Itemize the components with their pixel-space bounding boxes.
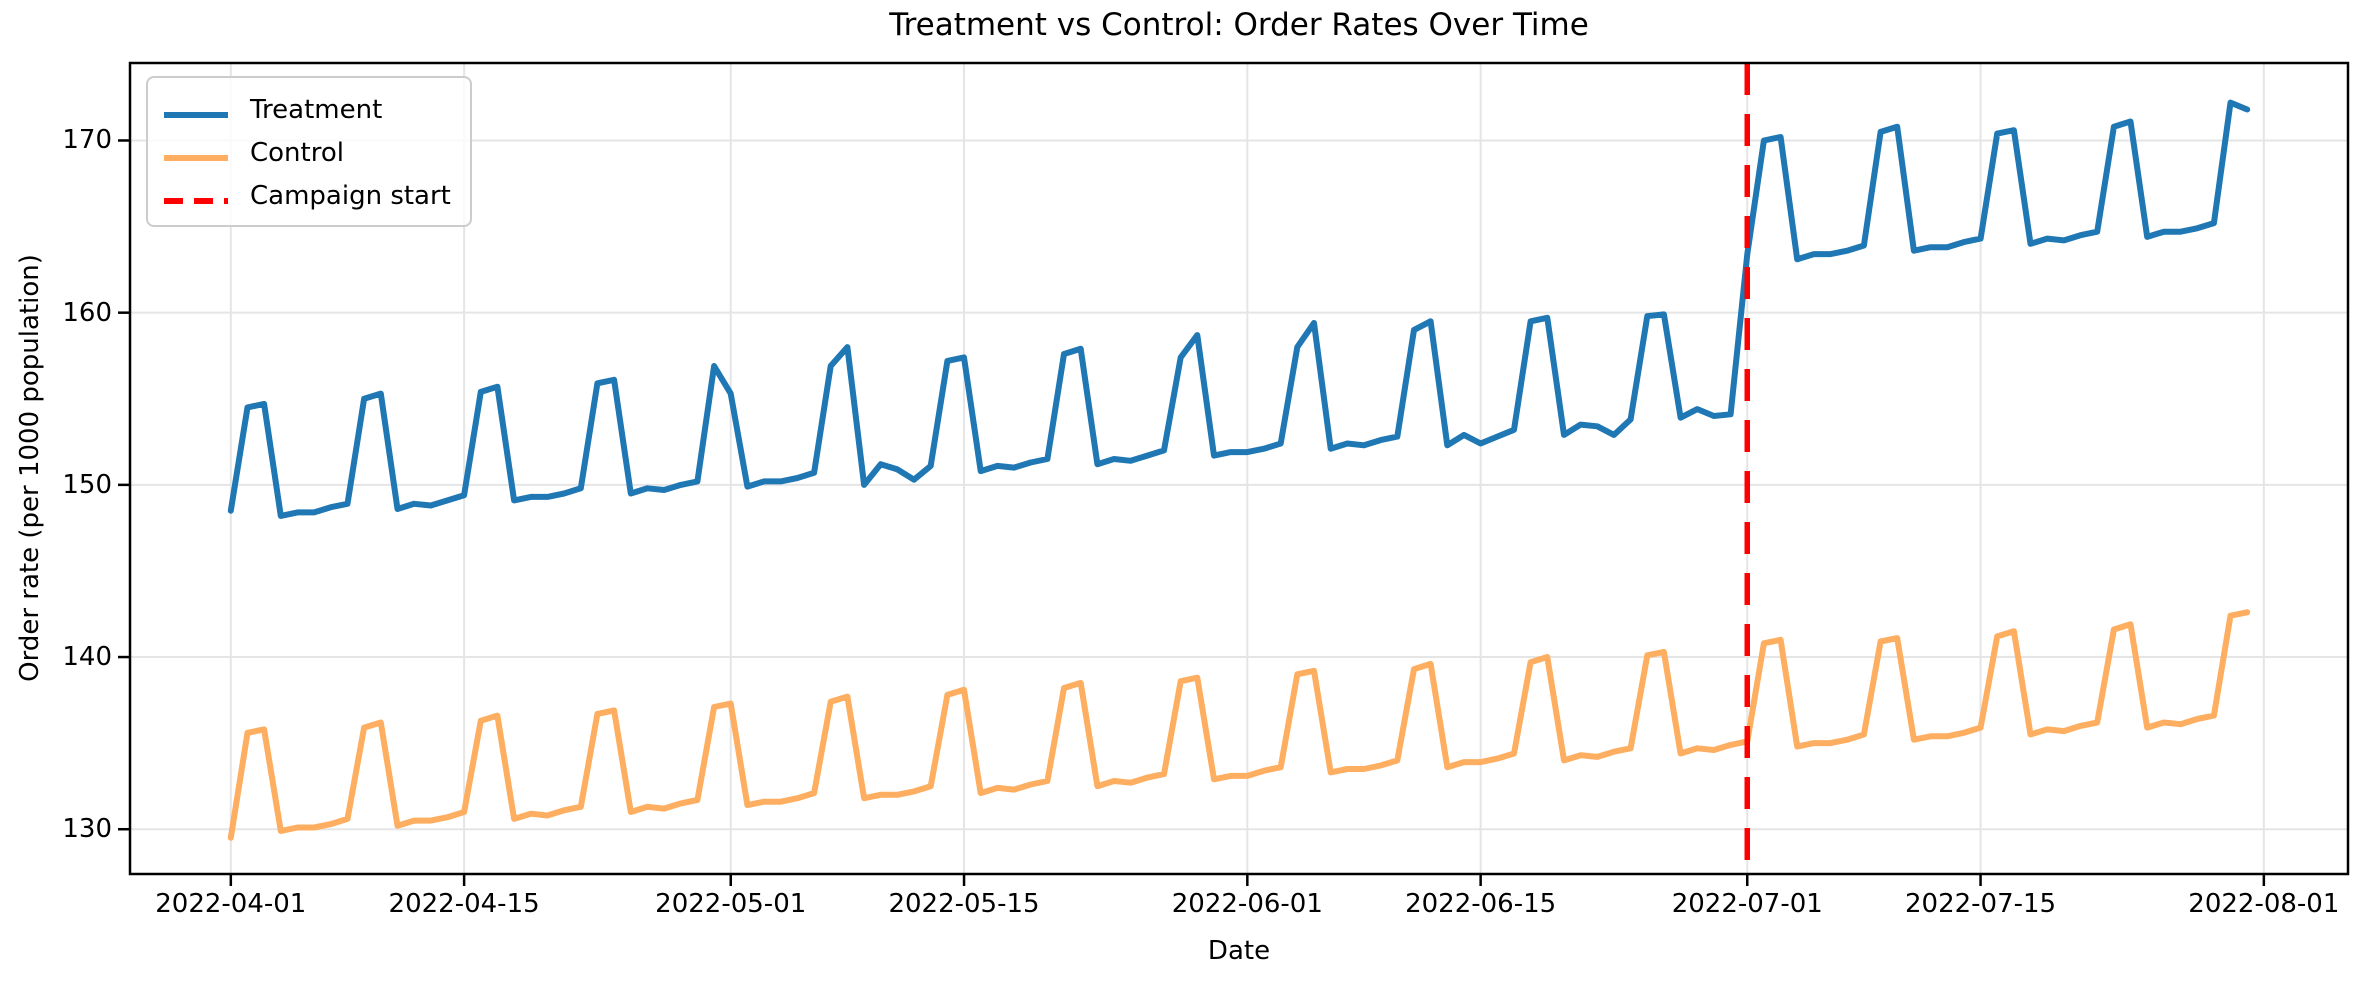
plot-border xyxy=(128,61,2350,876)
series-line-treatment xyxy=(227,99,2251,519)
y-tick-label: 160 xyxy=(62,297,112,328)
chart-title: Treatment vs Control: Order Rates Over T… xyxy=(889,7,1589,43)
x-tick-label: 2022-08-01 xyxy=(2188,889,2340,919)
campaign-start-dashed-swatch xyxy=(164,191,228,204)
y-tick-label: 140 xyxy=(62,642,112,673)
x-tick-label: 2022-06-15 xyxy=(1405,889,1557,919)
x-tick-label: 2022-07-15 xyxy=(1904,889,2057,919)
x-tick-label: 2022-05-01 xyxy=(655,889,807,919)
legend: Treatment Control Campaign start xyxy=(146,76,472,227)
series-line-control xyxy=(227,609,2251,841)
legend-label: Campaign start xyxy=(250,180,451,211)
legend-label: Control xyxy=(250,137,344,168)
legend-item-campaign-start: Campaign start xyxy=(164,174,470,217)
x-tick-label: 2022-07-01 xyxy=(1671,889,1823,919)
treatment-line-swatch xyxy=(164,105,228,118)
legend-item-control: Control xyxy=(164,131,470,174)
legend-label: Treatment xyxy=(250,94,383,125)
x-tick-label: 2022-04-01 xyxy=(155,889,307,919)
x-axis-label: Date xyxy=(1207,936,1271,966)
x-tick-label: 2022-06-01 xyxy=(1171,889,1323,919)
x-tick-label: 2022-05-15 xyxy=(888,889,1040,919)
y-tick-label: 170 xyxy=(62,125,112,156)
y-tick-label: 130 xyxy=(62,814,112,845)
control-line-swatch xyxy=(164,148,228,161)
x-tick-label: 2022-04-15 xyxy=(388,889,540,919)
y-tick-label: 150 xyxy=(62,469,112,500)
legend-item-treatment: Treatment xyxy=(164,88,470,131)
